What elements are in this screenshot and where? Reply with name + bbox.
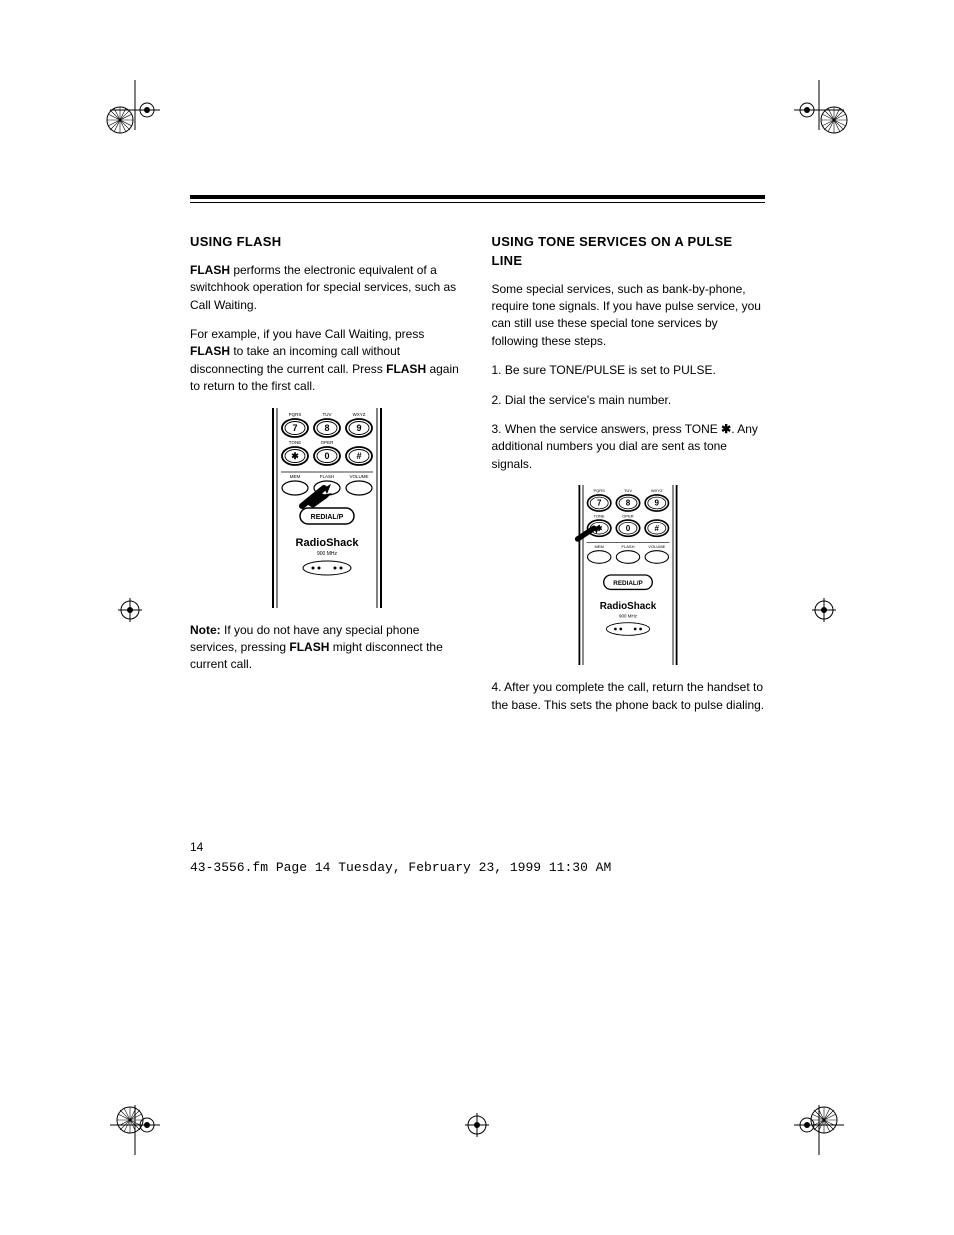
phone-diagram-tone: 7 PQRS 8 TUV 9 WXYZ ✱ TONE 0 OPER # MEM … — [548, 485, 708, 665]
svg-text:7: 7 — [597, 499, 602, 508]
flash-para-2: For example, if you have Call Waiting, p… — [190, 326, 464, 396]
svg-text:RadioShack: RadioShack — [295, 537, 359, 549]
note-label: Note: — [190, 623, 221, 637]
svg-text:✱: ✱ — [291, 451, 299, 461]
svg-text:FLASH: FLASH — [622, 544, 635, 549]
svg-text:#: # — [655, 524, 660, 533]
section-title-flash: USING FLASH — [190, 233, 464, 252]
section-title-tone: USING TONE SERVICES ON A PULSE LINE — [492, 233, 766, 271]
flash-kw-4: FLASH — [289, 640, 329, 654]
svg-text:TUV: TUV — [624, 488, 632, 493]
left-column: USING FLASH FLASH performs the electroni… — [190, 233, 464, 726]
page-number: 14 — [190, 840, 203, 854]
flash-kw-3: FLASH — [386, 362, 426, 376]
flash-p2a: For example, if you have Call Waiting, p… — [190, 327, 424, 341]
header-rule — [190, 195, 765, 203]
flash-para-1: FLASH performs the electronic equivalent… — [190, 262, 464, 314]
step3a: 3. When the service answers, press TONE — [492, 422, 722, 436]
svg-text:8: 8 — [324, 423, 329, 433]
crop-mark-bc — [447, 1095, 507, 1155]
svg-text:PQRS: PQRS — [594, 488, 606, 493]
svg-text:#: # — [356, 451, 361, 461]
star-glyph: ✱ — [721, 422, 731, 436]
crop-mark-mr — [794, 580, 854, 640]
svg-text:900 MHz: 900 MHz — [317, 551, 338, 557]
svg-text:OPER: OPER — [320, 440, 334, 445]
svg-text:WXYZ: WXYZ — [651, 488, 663, 493]
svg-text:WXYZ: WXYZ — [352, 412, 365, 417]
radial-target-br — [809, 1105, 839, 1135]
svg-text:8: 8 — [626, 499, 631, 508]
footer-meta: 43-3556.fm Page 14 Tuesday, February 23,… — [190, 860, 611, 875]
crop-mark-ml — [100, 580, 160, 640]
svg-text:9: 9 — [356, 423, 361, 433]
tone-step-4: 4. After you complete the call, return t… — [492, 679, 766, 714]
phone-diagram-flash: 7 PQRS 8 TUV 9 WXYZ ✱ TONE 0 OPER # MEM … — [247, 408, 407, 608]
tone-para-1: Some special services, such as bank-by-p… — [492, 281, 766, 351]
right-column: USING TONE SERVICES ON A PULSE LINE Some… — [492, 233, 766, 726]
flash-kw-2: FLASH — [190, 344, 230, 358]
tone-step-3: 3. When the service answers, press TONE … — [492, 421, 766, 473]
svg-text:9: 9 — [655, 499, 660, 508]
svg-text:7: 7 — [292, 423, 297, 433]
svg-text:900 MHz: 900 MHz — [619, 614, 638, 619]
svg-text:TUV: TUV — [322, 412, 331, 417]
flash-p1b: performs the electronic equivalent of a … — [190, 263, 456, 312]
svg-text:0: 0 — [324, 451, 329, 461]
radial-target-tl — [105, 105, 135, 135]
svg-text:MEM: MEM — [290, 474, 301, 479]
svg-text:RadioShack: RadioShack — [600, 601, 657, 612]
svg-text:REDIAL/P: REDIAL/P — [310, 514, 343, 521]
flash-note: Note: If you do not have any special pho… — [190, 622, 464, 674]
radial-target-tr — [819, 105, 849, 135]
svg-text:TONE: TONE — [594, 514, 605, 519]
flash-kw-1: FLASH — [190, 263, 230, 277]
svg-text:TONE: TONE — [289, 440, 301, 445]
tone-step-2: 2. Dial the service's main number. — [492, 392, 766, 409]
page-body: USING FLASH FLASH performs the electroni… — [190, 195, 765, 726]
radial-target-bl — [115, 1105, 145, 1135]
svg-text:OPER: OPER — [623, 514, 635, 519]
svg-text:VOLUME: VOLUME — [649, 544, 666, 549]
svg-text:VOLUME: VOLUME — [349, 474, 368, 479]
svg-text:REDIAL/P: REDIAL/P — [614, 580, 643, 587]
svg-text:0: 0 — [626, 524, 631, 533]
svg-text:PQRS: PQRS — [288, 412, 301, 417]
svg-text:FLASH: FLASH — [319, 474, 334, 479]
tone-step-1: 1. Be sure TONE/PULSE is set to PULSE. — [492, 362, 766, 379]
svg-text:MEM: MEM — [595, 544, 605, 549]
